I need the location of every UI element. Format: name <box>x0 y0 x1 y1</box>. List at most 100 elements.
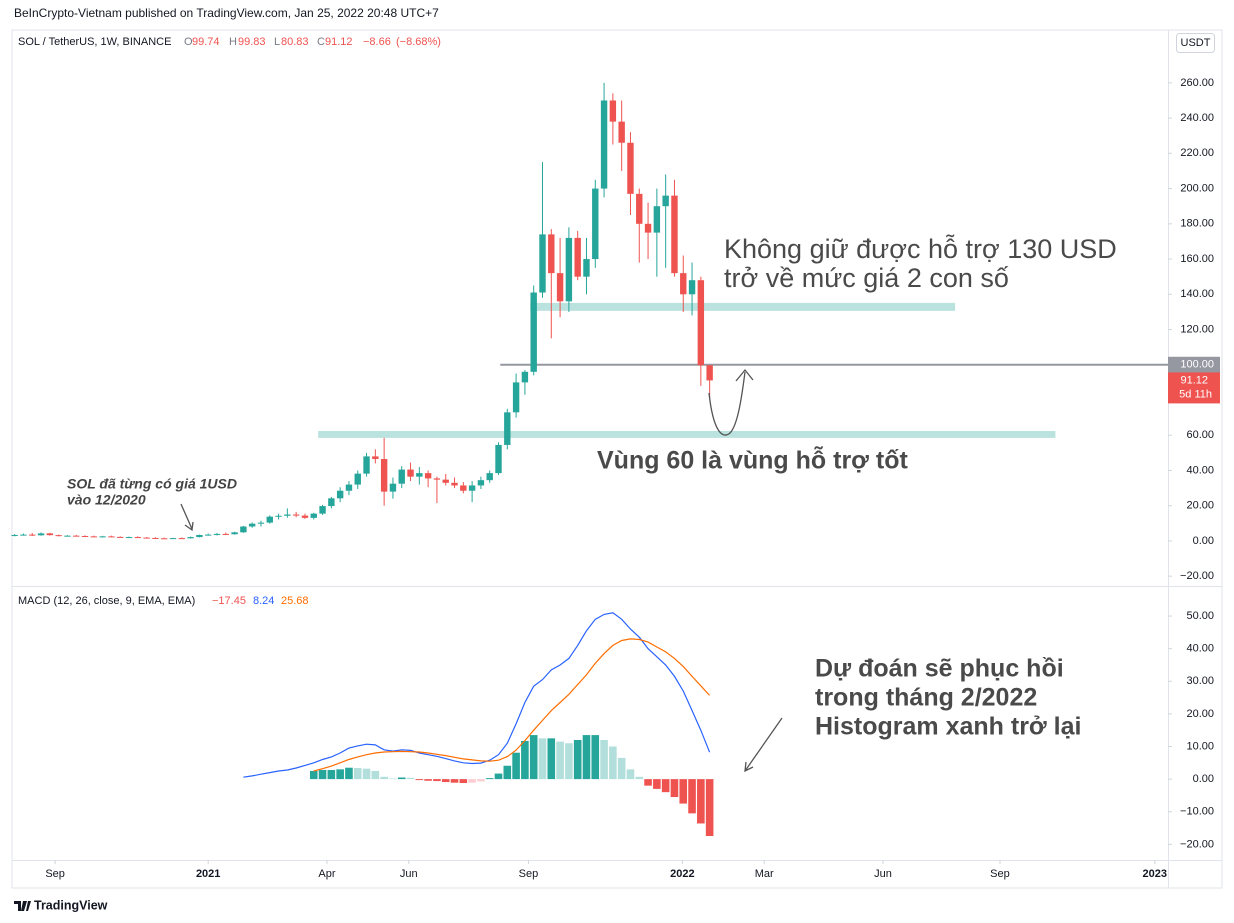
x-tick-label: Jun <box>874 868 892 880</box>
ohlc-label: H <box>229 36 237 48</box>
histogram-bar <box>679 779 688 804</box>
candle-body <box>416 473 423 477</box>
histogram-bar <box>424 779 432 781</box>
candle-body <box>512 382 520 413</box>
macd-histogram-value: −17.45 <box>212 595 246 607</box>
histogram-bar <box>697 779 705 824</box>
y-tick-label: 20.00 <box>1186 708 1214 720</box>
y-tick-label: 140.00 <box>1180 288 1214 300</box>
arrow <box>180 503 194 532</box>
y-tick-label: 0.00 <box>1193 773 1214 785</box>
candle-body <box>644 223 652 233</box>
change-percent: (−8.68%) <box>396 36 441 48</box>
y-tick-label: 260.00 <box>1180 77 1214 89</box>
histogram-bar <box>670 779 679 798</box>
ohlc-label: L <box>274 36 280 48</box>
candle-body <box>29 534 36 536</box>
footer-text: TradingView <box>34 898 108 912</box>
candle-body <box>600 100 608 189</box>
ohlc-label: C <box>317 36 325 48</box>
histogram-bar <box>380 776 388 780</box>
y-tick-label: 240.00 <box>1180 112 1214 124</box>
candle-body <box>178 538 185 540</box>
candle-body <box>196 534 203 538</box>
x-tick-label: 2022 <box>670 868 694 880</box>
candle-body <box>609 100 617 122</box>
y-tick-label: 60.00 <box>1186 429 1214 441</box>
histogram-bar <box>336 769 344 780</box>
candle-body <box>11 534 18 536</box>
histogram-bar <box>468 779 476 783</box>
histogram-bar <box>626 769 635 780</box>
histogram-bar <box>591 735 600 780</box>
candle-body <box>627 142 634 194</box>
price-line-tag-label: 100.00 <box>1180 359 1214 371</box>
histogram-bar <box>450 779 459 783</box>
candle-body <box>345 484 353 491</box>
candle-body <box>292 514 300 516</box>
change: −8.66 <box>363 36 391 48</box>
candle-body <box>495 444 502 474</box>
candle-body <box>160 538 168 540</box>
histogram-bar <box>635 776 644 780</box>
y-tick-label: 200.00 <box>1180 182 1214 194</box>
y-tick-label: 50.00 <box>1186 610 1214 622</box>
y-tick-label: −10.00 <box>1180 806 1214 818</box>
candle-body <box>504 412 511 445</box>
histogram-bar <box>653 779 661 789</box>
histogram-bar <box>362 768 371 780</box>
histogram-bar <box>565 743 573 780</box>
candle-body <box>574 237 581 277</box>
histogram-bar <box>477 779 485 782</box>
macd-title: MACD (12, 26, close, 9, EMA, EMA) <box>18 595 195 607</box>
histogram-bar <box>345 767 353 780</box>
support-zone <box>530 302 956 311</box>
histogram-bar <box>600 739 608 780</box>
candle-body <box>231 532 238 535</box>
candle-body <box>433 478 441 480</box>
candle-body <box>477 480 485 486</box>
candle-body <box>398 469 405 484</box>
candle-body <box>389 483 397 492</box>
histogram-bar <box>441 779 450 783</box>
candle-body <box>204 534 212 536</box>
histogram-bar <box>406 777 415 780</box>
candle-body <box>618 121 625 143</box>
histogram-bar <box>389 778 397 780</box>
candle-body <box>81 536 89 538</box>
annotation: Vùng 60 là vùng hỗ trợ tốt <box>597 445 909 475</box>
histogram-bar <box>503 765 512 780</box>
candle-body <box>319 506 326 514</box>
histogram-bar <box>371 770 380 780</box>
candle-body <box>662 195 669 207</box>
x-tick-label: Sep <box>990 868 1010 880</box>
ohlc-value: 99.74 <box>192 36 220 48</box>
indicator-line <box>243 612 711 778</box>
currency-button[interactable] <box>1176 33 1215 53</box>
candle-body <box>257 522 265 524</box>
histogram-bar <box>433 779 441 782</box>
currency-label[interactable]: USDT <box>1181 37 1211 49</box>
arrow-head <box>735 368 754 382</box>
annotation: trở về mức giá 2 con số <box>724 263 1009 293</box>
histogram-bar <box>705 779 714 837</box>
histogram-bar <box>617 757 626 780</box>
countdown-label: 5d 11h <box>1179 388 1212 400</box>
candle-body <box>565 237 573 302</box>
x-tick-label: Jun <box>400 868 418 880</box>
candle-body <box>442 479 449 483</box>
candle-body <box>460 485 467 491</box>
candle-body <box>301 515 309 518</box>
footer-logo: TradingView <box>14 898 108 912</box>
candle-body <box>108 536 115 538</box>
candle-body <box>37 533 45 536</box>
y-tick-label: 10.00 <box>1186 740 1214 752</box>
y-tick-label: 160.00 <box>1180 253 1214 265</box>
ohlc-label: O <box>184 36 193 48</box>
price-line-tag <box>1168 356 1220 373</box>
candle-body <box>169 538 177 540</box>
x-tick-label: Mar <box>755 868 774 880</box>
annotation: SOL đã từng có giá 1USD <box>67 476 237 492</box>
plot-layer: Sep 2021 Apr Jun Sep 2022 Mar Jun Sep 2023 −20.00 0… <box>11 77 1220 880</box>
